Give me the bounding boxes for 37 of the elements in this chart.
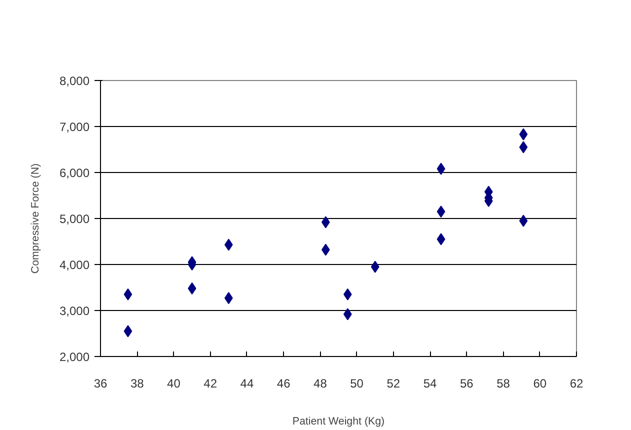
x-tick-label: 36 [94, 376, 108, 390]
point [436, 233, 446, 246]
y-tick-label: 6,000 [59, 166, 90, 180]
point [188, 282, 196, 294]
point [343, 308, 352, 320]
y-axis-title: Compressive Force (N) [29, 163, 42, 274]
x-tick-label: 38 [130, 376, 144, 390]
point [370, 260, 380, 273]
y-tick-label: 2,000 [59, 350, 90, 364]
y-tick-label: 8,000 [59, 74, 90, 88]
point [519, 214, 528, 227]
point [436, 206, 446, 218]
point [343, 288, 352, 300]
y-tick-label: 5,000 [59, 212, 90, 226]
x-tick-label: 54 [423, 376, 438, 390]
x-axis-title: Patient Weight (Kg) [292, 416, 385, 428]
y-tick-label: 7,000 [59, 120, 90, 134]
x-tick-label: 52 [386, 376, 400, 390]
point [124, 325, 132, 338]
x-tick-label: 58 [496, 376, 510, 390]
x-tick-label: 56 [460, 376, 474, 390]
x-tick-label: 48 [314, 376, 328, 390]
x-tick-label: 46 [276, 376, 291, 390]
point [124, 288, 132, 300]
x-tick-label: 40 [167, 376, 181, 390]
x-tick-label: 50 [350, 376, 364, 390]
point [519, 128, 528, 140]
point [519, 141, 528, 154]
y-tick-label: 3,000 [59, 304, 90, 318]
y-tick-label: 4,000 [59, 258, 90, 272]
x-tick-label: 44 [240, 376, 254, 390]
x-tick-label: 62 [570, 376, 584, 390]
x-tick-label: 60 [533, 376, 547, 390]
point [224, 238, 233, 251]
x-tick-label: 42 [204, 376, 218, 390]
point [436, 162, 446, 175]
point [224, 292, 233, 304]
